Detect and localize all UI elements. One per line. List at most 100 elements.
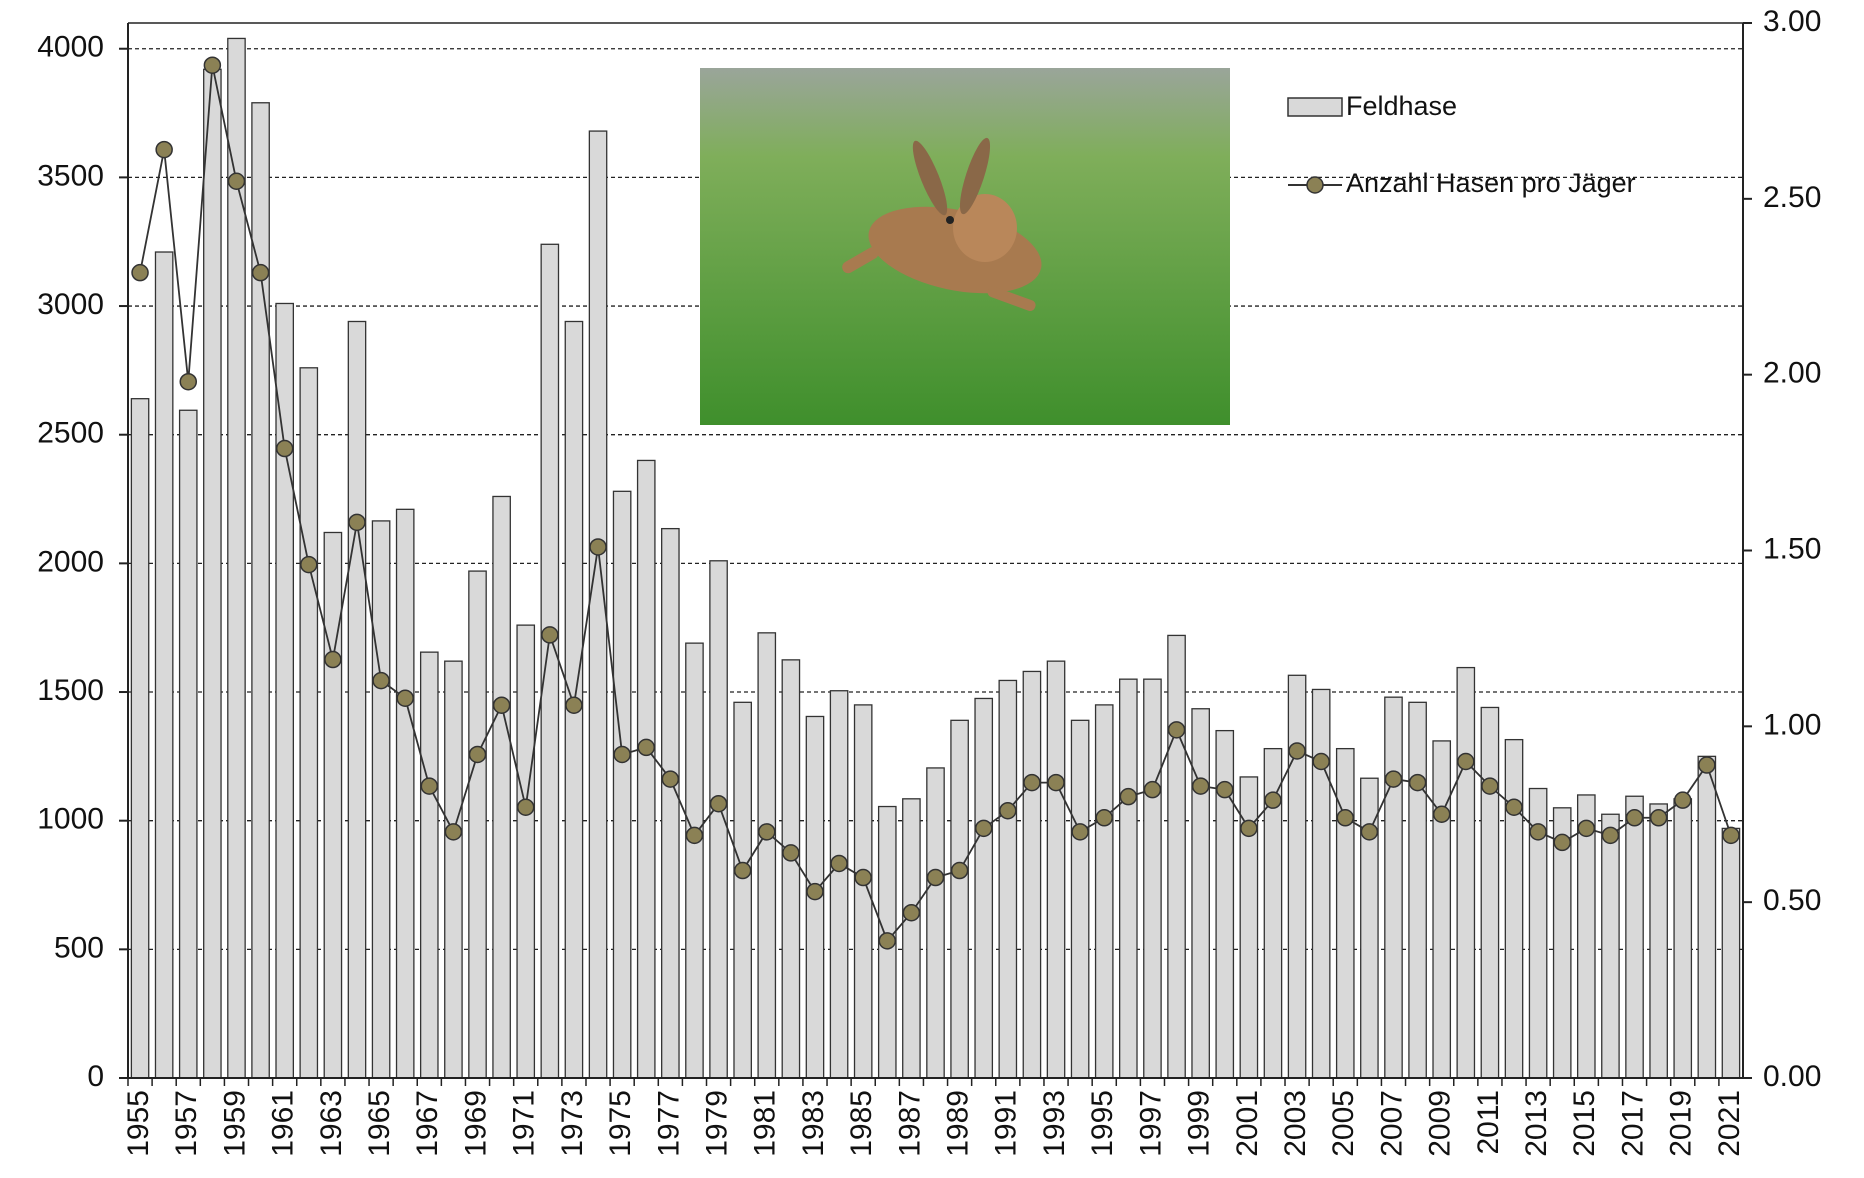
line-marker [253,265,269,281]
y2-tick-label: 2.00 [1763,357,1821,390]
x-tick-label: 1969 [459,1090,492,1157]
hare-photo [700,68,1230,425]
x-tick-label: 2007 [1375,1090,1408,1157]
line-marker [783,845,799,861]
chart: 050010001500200025003000350040000.000.50… [0,0,1864,1173]
legend-label: Feldhase [1346,91,1457,121]
bar [131,399,148,1078]
line-marker [277,441,293,457]
bar [1626,796,1643,1078]
line-marker [686,827,702,843]
y2-tick-label: 1.50 [1763,532,1821,565]
x-tick-label: 2011 [1472,1090,1505,1155]
line-marker [976,820,992,836]
legend-swatch-marker [1307,177,1323,193]
line-marker [373,673,389,689]
x-tick-label: 1979 [700,1090,733,1157]
line-marker [542,627,558,643]
line-marker [662,771,678,787]
x-tick-label: 1957 [170,1090,203,1157]
x-tick-label: 2017 [1616,1090,1649,1157]
line-marker [1265,792,1281,808]
line-marker [1337,810,1353,826]
bar [324,532,341,1078]
line-marker [855,870,871,886]
bar [613,491,630,1078]
bar [1505,740,1522,1078]
bar [1288,675,1305,1078]
x-tick-label: 2021 [1713,1090,1746,1157]
x-tick-label: 2001 [1231,1090,1264,1157]
bar [1409,702,1426,1078]
line-marker [1144,782,1160,798]
line-marker [807,884,823,900]
bar [1650,804,1667,1078]
bar [348,321,365,1078]
x-tick-label: 2015 [1568,1090,1601,1157]
legend-swatch-bar [1288,98,1342,116]
line-marker [1482,778,1498,794]
line-marker [1723,827,1739,843]
line-marker [566,697,582,713]
x-tick-label: 2005 [1327,1090,1360,1157]
y-tick-label: 2000 [37,545,104,578]
line-marker [1675,792,1691,808]
bar [541,244,558,1078]
bar [445,661,462,1078]
line-marker [421,778,437,794]
x-tick-label: 1959 [218,1090,251,1157]
bar [975,698,992,1078]
x-tick-label: 1981 [749,1090,782,1157]
y2-tick-label: 2.50 [1763,181,1821,214]
x-tick-label: 1965 [363,1090,396,1157]
bar [951,720,968,1078]
x-tick-label: 1989 [942,1090,975,1157]
y-tick-label: 1000 [37,803,104,836]
line-marker [1241,820,1257,836]
line-marker [1578,820,1594,836]
line-marker [1361,824,1377,840]
bar [228,38,245,1078]
line-marker [1385,771,1401,787]
line-marker [325,652,341,668]
y2-tick-label: 3.00 [1763,5,1821,38]
bar [1023,671,1040,1078]
bar [517,625,534,1078]
bar [493,496,510,1078]
x-tick-label: 1995 [1086,1090,1119,1157]
line-marker [1506,799,1522,815]
bar [830,691,847,1078]
y-tick-label: 3500 [37,159,104,192]
line-marker [156,142,172,158]
y2-tick-label: 1.00 [1763,708,1821,741]
line-marker [1072,824,1088,840]
y2-tick-label: 0.00 [1763,1060,1821,1093]
x-tick-label: 1973 [556,1090,589,1157]
bar [1312,689,1329,1078]
bar [782,660,799,1078]
line-marker [1699,757,1715,773]
line-marker [1048,775,1064,791]
bar [1698,756,1715,1078]
bar [1071,720,1088,1078]
y-tick-label: 3000 [37,288,104,321]
line-marker [1554,834,1570,850]
line-marker [349,514,365,530]
line-marker [1410,775,1426,791]
line-marker [1530,824,1546,840]
line-marker [228,173,244,189]
x-tick-label: 2003 [1279,1090,1312,1157]
line-marker [1096,810,1112,826]
bar [1120,679,1137,1078]
x-tick-label: 1967 [411,1090,444,1157]
line-marker [590,539,606,555]
line-marker [1627,810,1643,826]
x-tick-label: 1985 [845,1090,878,1157]
x-tick-label: 1963 [315,1090,348,1157]
bar [1337,749,1354,1078]
x-tick-label: 2009 [1424,1090,1457,1157]
line-marker [711,796,727,812]
x-tick-label: 1987 [893,1090,926,1157]
bar [1578,795,1595,1078]
x-tick-label: 1993 [1038,1090,1071,1157]
